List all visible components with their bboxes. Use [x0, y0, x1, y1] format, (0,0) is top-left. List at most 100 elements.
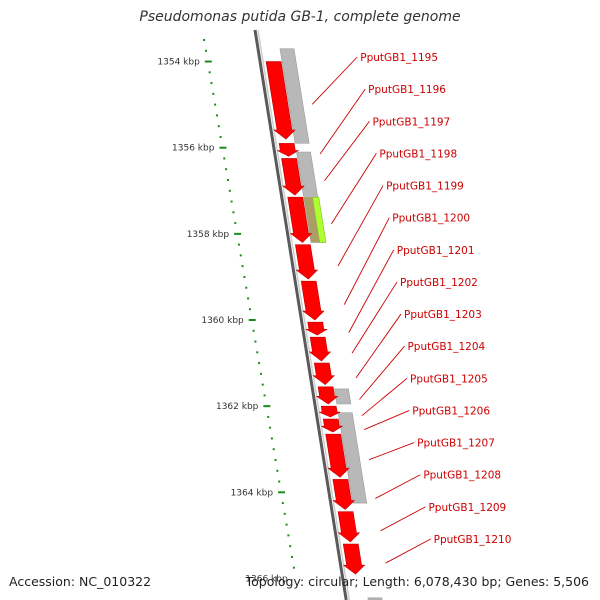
scale-minor-tick [230, 200, 233, 203]
gene-label: PputGB1_1208 [423, 470, 501, 482]
scale-minor-tick [283, 512, 286, 515]
gene-label: PputGB1_1199 [386, 181, 464, 193]
gene-arrow [319, 405, 341, 418]
scale-minor-tick [210, 82, 213, 85]
scale-major-tick [219, 146, 227, 149]
gene-label: PputGB1_1210 [434, 534, 512, 546]
scale-major-tick [278, 491, 286, 494]
topology-text: Topology: circular; Length: 6,078,430 bp… [245, 574, 589, 589]
scale-minor-tick [254, 340, 257, 343]
gene-leader-line [343, 217, 390, 305]
gene-leader-line [337, 185, 384, 267]
scale-minor-tick [247, 297, 250, 300]
genome-backbone [253, 29, 350, 600]
gene-arrow [321, 418, 344, 433]
scale-minor-tick [217, 125, 220, 128]
scale-minor-tick [272, 448, 275, 451]
gene-leader-line [380, 506, 426, 532]
scale-minor-tick [219, 135, 222, 138]
gene-label: PputGB1_1205 [410, 373, 488, 385]
gene-arrow [308, 336, 332, 362]
map-title: Pseudomonas putida GB-1, complete genome [139, 9, 461, 25]
scale-track: 1354 kbp 1356 kbp 1358 kbp 1360 kbp 1362 kbp… [157, 39, 295, 584]
scale-minor-tick [289, 545, 292, 548]
scale-minor-tick [243, 275, 246, 278]
scale-minor-tick [291, 555, 294, 558]
gene-leader-line [359, 345, 405, 400]
gene-leader-line [385, 538, 431, 564]
scale-minor-tick [278, 480, 281, 483]
gene-label: PputGB1_1203 [404, 309, 482, 321]
gene-arrow [325, 433, 350, 478]
gene-label: PputGB1_1195 [360, 52, 438, 64]
scale-minor-tick [239, 254, 242, 257]
gene-label: PputGB1_1206 [412, 405, 490, 417]
gene-label: PputGB1_1197 [372, 116, 450, 128]
scale-minor-tick [276, 469, 279, 472]
scale-minor-tick [259, 372, 262, 375]
scale-minor-tick [241, 265, 244, 268]
scale-minor-tick [269, 426, 272, 429]
scale-major-tick [248, 319, 256, 321]
gene-arrow [342, 543, 366, 575]
gene-leader-line [375, 474, 421, 499]
scale-major-tick [263, 405, 271, 408]
scale-label: 1358 kbp [187, 230, 230, 240]
scale-label: 1356 kbp [172, 144, 215, 154]
scale-minor-tick [225, 168, 228, 171]
scale-minor-tick [248, 308, 251, 311]
scale-minor-tick [204, 49, 207, 52]
gene-arrow [281, 158, 305, 196]
scale-minor-tick [256, 351, 259, 354]
scale-minor-tick [214, 103, 217, 106]
feature-block [367, 597, 383, 600]
scale-minor-tick [267, 415, 270, 418]
scale-minor-tick [258, 362, 261, 365]
scale-minor-tick [285, 523, 288, 526]
feature-track [279, 48, 383, 600]
gene-label: PputGB1_1207 [417, 438, 495, 450]
scale-minor-tick [232, 211, 235, 214]
gene-leader-line [348, 249, 395, 333]
gene-arrow [337, 511, 361, 543]
gene-label: PputGB1_1196 [368, 84, 446, 96]
scale-label: 1354 kbp [157, 58, 200, 68]
gene-label: PputGB1_1209 [428, 502, 506, 514]
gene-arrow [315, 386, 339, 405]
feature-block [337, 412, 368, 504]
gene-arrow [332, 479, 356, 510]
scale-label: 1362 kbp [216, 402, 259, 412]
backbone-shadow [257, 29, 350, 600]
gene-arrow [305, 321, 328, 336]
gene-leader-line [324, 120, 370, 182]
gene-arrow [287, 196, 313, 243]
scale-minor-tick [263, 394, 266, 397]
scale-minor-tick [261, 383, 264, 386]
gene-leader-line [330, 153, 377, 225]
scale-label: 1364 kbp [231, 488, 274, 498]
scale-minor-tick [228, 189, 231, 192]
scale-major-tick [234, 232, 242, 235]
feature-block [334, 388, 352, 405]
scale-major-tick [204, 60, 212, 63]
gene-arrow [300, 280, 325, 321]
scale-minor-tick [208, 71, 211, 74]
scale-minor-tick [281, 502, 284, 505]
gene-label: PputGB1_1198 [379, 148, 457, 160]
gene-label: PputGB1_1200 [392, 213, 470, 225]
gene-label: PputGB1_1202 [400, 277, 478, 289]
gene-arrow [294, 244, 319, 280]
gene-leader-line [364, 410, 410, 430]
scale-minor-tick [245, 286, 248, 289]
feature-block [279, 48, 310, 144]
scale-minor-tick [252, 329, 255, 332]
gene-leader-line [351, 281, 398, 354]
scale-minor-tick [234, 222, 237, 225]
scale-minor-tick [292, 566, 295, 569]
scale-minor-tick [215, 114, 218, 117]
gene-leader-line [361, 377, 408, 416]
gene-track [265, 61, 366, 575]
gene-arrow [265, 61, 296, 140]
scale-label: 1366 kbp [245, 574, 288, 584]
scale-minor-tick [203, 39, 206, 41]
